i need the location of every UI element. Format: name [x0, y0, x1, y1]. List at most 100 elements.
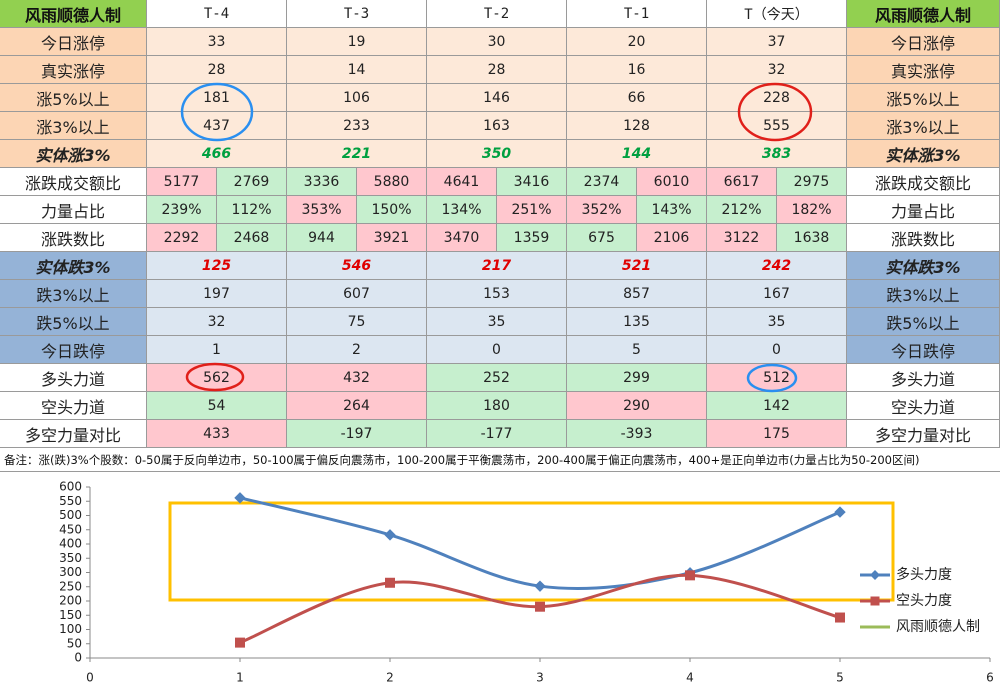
cell: 66: [567, 84, 707, 112]
cell: 383: [707, 140, 847, 168]
row-label: 涨5%以上: [847, 84, 1000, 112]
cell: 6617: [707, 168, 777, 196]
cell: 167: [707, 280, 847, 308]
row-label: 多空力量对比: [0, 420, 147, 448]
row-label: 跌3%以上: [0, 280, 147, 308]
cell: 112%: [217, 196, 287, 224]
cell: 35: [707, 308, 847, 336]
cell: 546: [287, 252, 427, 280]
x-tick-label: 3: [536, 671, 544, 685]
series-line: [239, 496, 841, 590]
cell: 16: [567, 56, 707, 84]
header-cell: T-4: [147, 0, 287, 28]
cell: 37: [707, 28, 847, 56]
header-cell: T-2: [427, 0, 567, 28]
cell: 3416: [497, 168, 567, 196]
cell: 433: [147, 420, 287, 448]
cell: 146: [427, 84, 567, 112]
y-tick-label: 600: [59, 480, 82, 494]
marker: [235, 637, 245, 648]
cell: 30: [427, 28, 567, 56]
cell: 142: [707, 392, 847, 420]
cell: 2292: [147, 224, 217, 252]
cell: 54: [147, 392, 287, 420]
row-label: 今日跌停: [0, 336, 147, 364]
row-label: 实体涨3%: [847, 140, 1000, 168]
marker: [384, 529, 396, 541]
row-label: 实体涨3%: [0, 140, 147, 168]
row-label: 空头力道: [0, 392, 147, 420]
y-tick-label: 200: [59, 594, 82, 608]
row-label: 多头力道: [847, 364, 1000, 392]
cell: 352%: [567, 196, 637, 224]
highlight-box: [168, 501, 895, 602]
cell: 3921: [357, 224, 427, 252]
cell: 106: [287, 84, 427, 112]
cell: 264: [287, 392, 427, 420]
header-cell: T-1: [567, 0, 707, 28]
x-tick-label: 5: [836, 671, 844, 685]
row-label: 涨跌数比: [0, 224, 147, 252]
cell: 212%: [707, 196, 777, 224]
header-cell: 风雨顺德人制: [847, 0, 1000, 28]
cell: 2769: [217, 168, 287, 196]
row-label: 跌5%以上: [0, 308, 147, 336]
cell: 1638: [777, 224, 847, 252]
cell: 252: [427, 364, 567, 392]
y-tick-label: 300: [59, 565, 82, 579]
cell: 35: [427, 308, 567, 336]
header-cell: T-3: [287, 0, 427, 28]
row-label: 涨跌成交额比: [0, 168, 147, 196]
y-tick-label: 400: [59, 537, 82, 551]
x-tick-label: 6: [986, 671, 994, 685]
legend-label: 空头力度: [896, 593, 952, 609]
cell: 0: [427, 336, 567, 364]
cell: 4641: [427, 168, 497, 196]
marker: [234, 492, 246, 504]
cell: 75: [287, 308, 427, 336]
cell: 217: [427, 252, 567, 280]
marker: [685, 570, 695, 581]
cell: 144: [567, 140, 707, 168]
cell: 944: [287, 224, 357, 252]
x-tick-label: 1: [236, 671, 244, 685]
cell: 2: [287, 336, 427, 364]
cell: 607: [287, 280, 427, 308]
cell: -177: [427, 420, 567, 448]
cell: 128: [567, 112, 707, 140]
cell: 143%: [637, 196, 707, 224]
x-tick-label: 2: [386, 671, 394, 685]
cell: 3470: [427, 224, 497, 252]
row-label: 力量占比: [847, 196, 1000, 224]
y-tick-label: 450: [59, 522, 82, 536]
cell: 153: [427, 280, 567, 308]
y-tick-label: 50: [67, 636, 82, 650]
cell: 1359: [497, 224, 567, 252]
cell: 466: [147, 140, 287, 168]
legend-label: 多头力度: [896, 566, 952, 583]
cell: 163: [427, 112, 567, 140]
cell: 857: [567, 280, 707, 308]
y-tick-label: 0: [74, 651, 82, 665]
cell: 675: [567, 224, 637, 252]
cell: 2374: [567, 168, 637, 196]
row-label: 多头力道: [0, 364, 147, 392]
cell: 182%: [777, 196, 847, 224]
row-label: 跌5%以上: [847, 308, 1000, 336]
row-label: 实体跌3%: [0, 252, 147, 280]
cell: 5177: [147, 168, 217, 196]
cell: 19: [287, 28, 427, 56]
cell: 2468: [217, 224, 287, 252]
cell: 2975: [777, 168, 847, 196]
y-tick-label: 150: [59, 608, 82, 622]
legend-marker: [870, 596, 880, 606]
row-label: 多空力量对比: [847, 420, 1000, 448]
y-tick-label: 550: [59, 494, 82, 508]
y-tick-label: 500: [59, 508, 82, 522]
row-label: 今日涨停: [847, 28, 1000, 56]
row-label: 今日涨停: [0, 28, 147, 56]
cell: 125: [147, 252, 287, 280]
cell: 175: [707, 420, 847, 448]
marker: [835, 612, 845, 623]
